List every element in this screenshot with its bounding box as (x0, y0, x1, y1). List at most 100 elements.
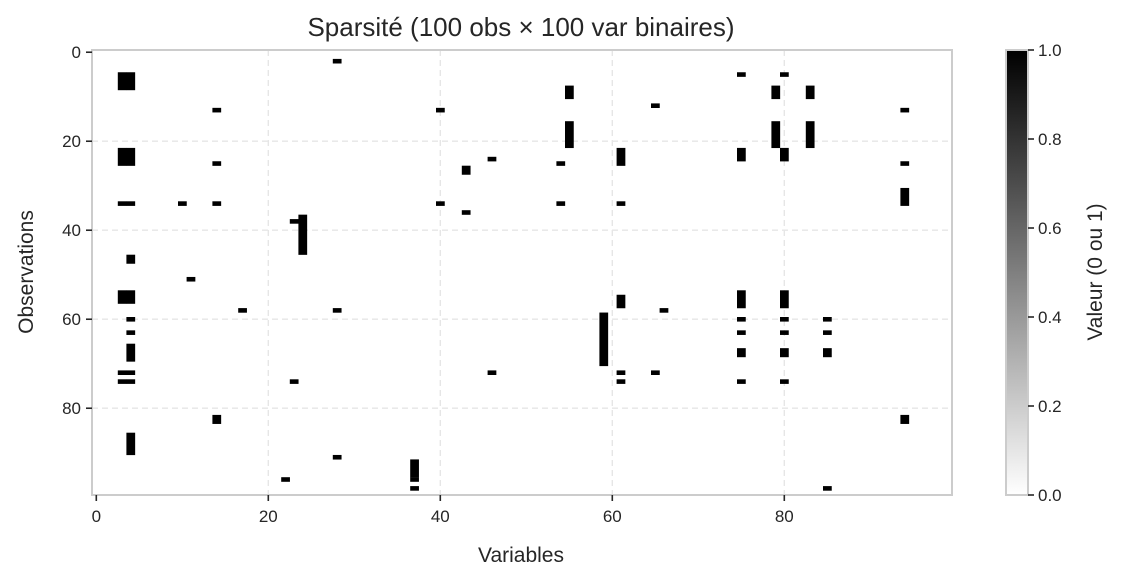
x-tick-label: 0 (92, 507, 101, 526)
heatmap-cell (212, 201, 222, 206)
x-tick-label: 60 (603, 507, 622, 526)
y-tick-label: 20 (62, 132, 81, 151)
plot-frame (91, 49, 953, 496)
heatmap-cell (212, 107, 222, 113)
heatmap-cell (780, 317, 789, 322)
heatmap-cell (823, 486, 832, 491)
heatmap-cell (126, 201, 136, 206)
heatmap-cell (487, 156, 497, 162)
heatmap-cell (212, 414, 222, 424)
x-axis-label: Variables (478, 544, 564, 567)
heatmap-cell (780, 379, 789, 384)
chart-title: Sparsité (100 obs × 100 var binaires) (307, 12, 734, 42)
heatmap-cell (823, 330, 832, 335)
heatmap-cell (771, 85, 781, 100)
colorbar: 0.0 0.2 0.4 0.6 0.8 1.0 Valeur (0 ou 1) (1005, 41, 1107, 505)
heatmap-cell (298, 214, 308, 255)
heatmap-cell (410, 459, 419, 478)
heatmap-cell (117, 290, 127, 304)
heatmap-cell (126, 317, 136, 322)
heatmap-cell (737, 147, 746, 162)
heatmap-cell (771, 121, 781, 149)
heatmap-cell (659, 308, 669, 313)
heatmap-cell (126, 370, 136, 375)
heatmap-cell (737, 290, 746, 309)
grid-lines (92, 50, 952, 495)
colorbar-tick-label: 0.2 (1038, 397, 1062, 416)
heatmap-cell (186, 276, 196, 282)
heatmap-cell (178, 201, 187, 206)
colorbar-label: Valeur (0 ou 1) (1084, 203, 1107, 340)
heatmap-cell (126, 147, 136, 166)
y-axis-label: Observations (15, 210, 38, 334)
colorbar-tick-label: 0.0 (1038, 486, 1062, 505)
heatmap-cell (117, 72, 127, 91)
heatmap-cell (332, 454, 342, 460)
heatmap-cell (212, 161, 222, 166)
heatmap-cell (461, 165, 471, 175)
heatmap-cell (410, 477, 419, 482)
heatmap-cell (823, 348, 832, 358)
heatmap-cell (651, 370, 660, 375)
y-tick-label: 60 (62, 310, 81, 329)
heatmap-cell (436, 107, 445, 113)
heatmap-cell (126, 379, 136, 384)
heatmap-cell (126, 290, 136, 304)
heatmap-cell (805, 85, 815, 100)
heatmap-cell (900, 187, 910, 206)
heatmap-cell (565, 121, 574, 149)
heatmap-cell (126, 254, 136, 264)
heatmap-cell (332, 58, 342, 64)
y-tick-label: 80 (62, 399, 81, 418)
heatmap-cell (126, 72, 136, 91)
heatmap-cell (616, 201, 626, 206)
heatmap-cell (780, 72, 789, 77)
heatmap-cell (410, 486, 419, 491)
heatmap-cell (332, 308, 342, 313)
y-tick-label: 40 (62, 221, 81, 240)
heatmap-cell (737, 317, 746, 322)
plot-area (91, 49, 953, 496)
heatmap-cell (737, 348, 746, 358)
heatmap-cell (616, 379, 626, 384)
heatmap-cell (780, 290, 789, 309)
heatmap-cell (126, 432, 136, 456)
heatmap-cell (900, 161, 910, 166)
x-tick-label: 80 (775, 507, 794, 526)
heatmap-cell (556, 201, 566, 206)
colorbar-tick-label: 0.4 (1038, 308, 1062, 327)
heatmap-cell (436, 201, 445, 206)
heatmap-cell (805, 121, 815, 149)
colorbar-gradient (1005, 49, 1029, 496)
heatmap-cell (780, 147, 789, 162)
heatmap-cell (823, 317, 832, 322)
colorbar-tick-label: 1.0 (1038, 41, 1062, 60)
heatmap-cell (487, 370, 497, 375)
heatmap-cell (238, 308, 247, 313)
heatmap-cell (117, 370, 127, 375)
heatmap-cell (616, 294, 626, 309)
colorbar-tick-label: 0.8 (1038, 130, 1062, 149)
heatmap-cell (126, 330, 136, 335)
heatmap-cell (780, 348, 789, 358)
plot-background (92, 50, 952, 495)
x-tick-label: 20 (259, 507, 278, 526)
heatmap-cell (780, 330, 789, 335)
heatmap-cell (900, 107, 910, 113)
heatmap-cell (737, 72, 746, 77)
heatmap-cells (117, 58, 910, 491)
heatmap-cell (281, 477, 290, 482)
colorbar-ticks: 0.0 0.2 0.4 0.6 0.8 1.0 (1028, 41, 1062, 505)
heatmap-cell (737, 379, 746, 384)
heatmap-cell (599, 312, 609, 367)
x-tick-label: 40 (431, 507, 450, 526)
heatmap-cell (117, 379, 127, 384)
heatmap-cell (461, 210, 471, 215)
heatmap-cell (565, 85, 574, 100)
heatmap-cell (900, 414, 910, 424)
heatmap-cell (126, 343, 136, 362)
y-tick-label: 0 (72, 43, 81, 62)
y-axis-ticks: 0 20 40 60 80 (62, 43, 92, 418)
heatmap-cell (556, 161, 566, 166)
